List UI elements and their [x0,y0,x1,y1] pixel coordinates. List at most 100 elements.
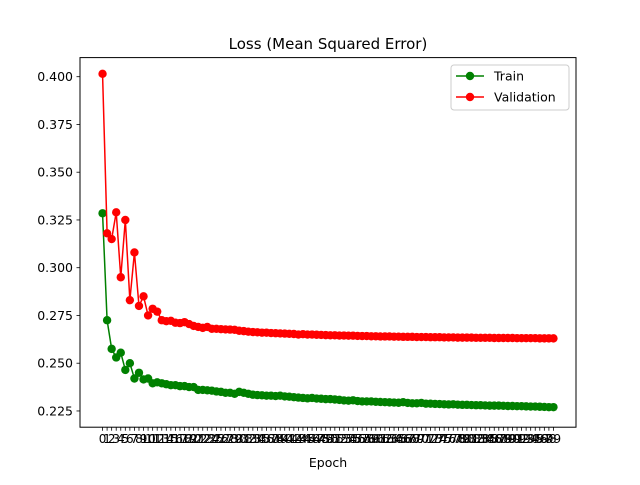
x-tick-label: 75 [437,432,452,446]
x-tick-label: 42 [286,432,301,446]
x-tick-label: 21 [191,432,206,446]
y-tick-label: 0.250 [37,356,73,371]
x-tick-label: 93 [518,432,533,446]
x-tick-label: 5 [121,432,129,446]
x-tick-label: 41 [282,432,297,446]
x-tick-label: 74 [432,432,447,446]
validation-point [112,208,121,217]
x-tick-label: 88 [496,432,511,446]
x-tick-label: 32 [241,432,256,446]
x-tick-label: 79 [455,432,470,446]
x-tick-label: 92 [514,432,529,446]
x-tick-label: 57 [355,432,370,446]
validation-point [143,311,153,320]
x-tick-label: 6 [126,432,134,446]
x-tick-label: 18 [177,432,192,446]
x-tick-label: 16 [168,432,183,446]
x-tick-label: 1 [103,432,111,446]
legend-train-label: Train [493,69,524,84]
x-tick-label: 61 [373,432,388,446]
y-tick-label: 0.350 [37,165,73,180]
y-tick-label: 0.400 [37,69,73,84]
train-point [125,359,135,368]
x-tick-label: 17 [172,432,187,446]
x-tick-label: 20 [186,432,201,446]
x-tick-label: 89 [500,432,515,446]
x-tick-label: 30 [232,432,247,446]
x-tick-label: 8 [135,432,143,446]
x-tick-label: 53 [336,432,351,446]
y-tick-label: 0.225 [37,403,73,418]
x-tick-label: 15 [163,432,178,446]
x-tick-label: 11 [145,432,160,446]
validation-point [125,295,135,305]
x-tick-label: 73 [427,432,442,446]
x-tick-label: 70 [414,432,429,446]
x-tick-label: 96 [532,432,547,446]
x-tick-label: 81 [464,432,479,446]
x-tick-label: 49 [318,432,333,446]
x-tick-label: 56 [350,432,365,446]
x-tick-label: 80 [459,432,474,446]
x-tick-label: 60 [368,432,383,446]
x-tick-label: 58 [359,432,374,446]
x-tick-label: 66 [396,432,411,446]
y-tick-label: 0.275 [37,308,73,323]
x-tick-label: 85 [482,432,497,446]
validation-point [153,307,162,316]
x-tick-label: 12 [150,432,165,446]
x-tick-label: 65 [391,432,406,446]
x-tick-label: 51 [327,432,342,446]
validation-point [134,301,144,311]
train-point [121,365,130,375]
x-tick-label: 97 [537,432,552,446]
x-tick-label: 82 [468,432,483,446]
legend-train-marker [465,71,475,81]
x-tick-label: 43 [291,432,306,446]
x-tick-label: 68 [405,432,420,446]
validation-point [130,248,139,257]
x-tick-label: 25 [209,432,224,446]
x-tick-label: 40 [277,432,292,446]
train-point [107,344,116,354]
y-tick-label: 0.325 [37,212,73,227]
x-tick-label: 91 [509,432,524,446]
x-tick-label: 59 [364,432,379,446]
x-tick-label: 77 [446,432,461,446]
validation-point [121,215,130,225]
validation-point [139,292,148,301]
legend-validation-marker [465,92,475,102]
validation-point [116,273,125,282]
x-tick-label: 94 [523,432,538,446]
x-tick-label: 46 [304,432,319,446]
x-tick-label: 95 [528,432,543,446]
x-tick-label: 52 [332,432,347,446]
x-tick-label: 67 [400,432,415,446]
x-tick-label: 44 [295,432,310,446]
legend-validation-label: Validation [494,90,556,105]
x-tick-label: 22 [195,432,210,446]
x-tick-label: 78 [450,432,465,446]
x-tick-label: 3 [112,432,120,446]
plot-frame [79,57,577,428]
x-tick-label: 71 [418,432,433,446]
x-tick-label: 13 [154,432,169,446]
x-tick-label: 28 [222,432,237,446]
x-tick-label: 87 [491,432,506,446]
y-axis-ticks: 0.225 0.250 0.275 0.300 0.325 0.350 0.375 0.400 [37,69,80,418]
x-tick-label: 23 [200,432,215,446]
train-point [98,209,107,218]
x-tick-label: 35 [254,432,269,446]
x-tick-label: 48 [314,432,329,446]
x-axis-ticks: 0123456789101112131415161718192021222324… [99,427,561,446]
x-tick-label: 14 [159,432,174,446]
validation-point [549,334,558,343]
x-tick-label: 47 [309,432,324,446]
chart-title: Loss (Mean Squared Error) [229,35,428,53]
x-tick-label: 2 [108,432,116,446]
x-tick-label: 19 [181,432,196,446]
x-tick-label: 83 [473,432,488,446]
x-tick-label: 29 [227,432,242,446]
validation-point [98,69,107,79]
x-tick-label: 54 [341,432,356,446]
